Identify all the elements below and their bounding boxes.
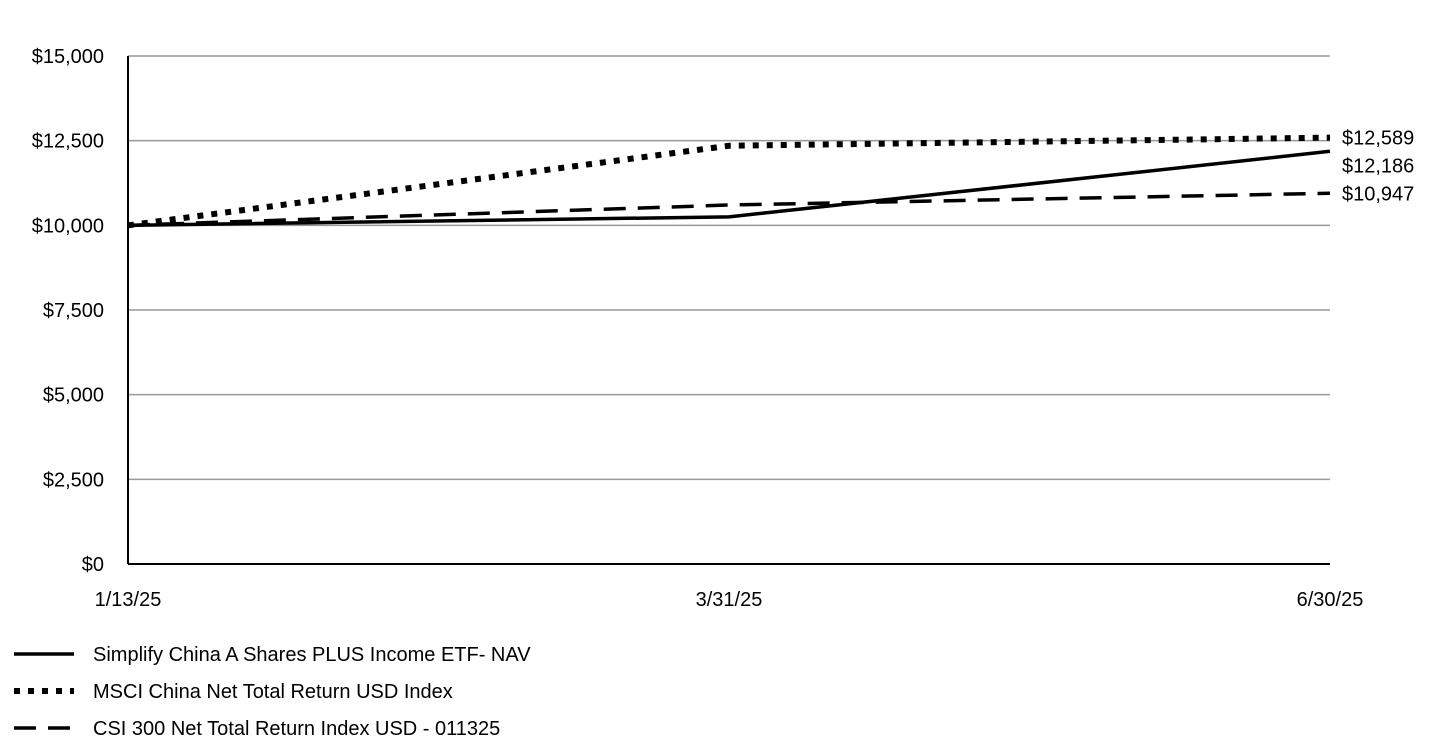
legend-label: Simplify China A Shares PLUS Income ETF-…: [93, 644, 531, 666]
y-tick-label: $0: [82, 554, 104, 576]
y-tick-label: $15,000: [32, 46, 104, 68]
y-tick-labels: $0 $2,500 $5,000 $7,500 $10,000 $12,500 $15,00…: [32, 46, 104, 576]
x-tick-label: 1/13/25: [95, 589, 162, 611]
legend-label: MSCI China Net Total Return USD Index: [93, 681, 453, 703]
series-line-solid: [127, 149, 1331, 228]
y-tick-label: $12,500: [32, 131, 104, 153]
end-value-label: $10,947: [1342, 184, 1414, 206]
axes: [127, 56, 1330, 565]
x-tick-label: 3/31/25: [696, 589, 763, 611]
series-lines: [127, 134, 1331, 229]
end-value-label: $12,186: [1342, 156, 1414, 178]
legend: Simplify China A Shares PLUS Income ETF-…: [14, 644, 531, 740]
series-line-dotted: [127, 134, 1331, 229]
x-tick-labels: 1/13/25 3/31/25 6/30/25: [95, 589, 1364, 611]
x-tick-label: 6/30/25: [1297, 589, 1364, 611]
y-tick-label: $7,500: [43, 300, 104, 322]
series-line-dashed: [127, 191, 1331, 228]
end-value-labels: $12,186 $12,589 $10,947: [1342, 128, 1414, 206]
y-tick-label: $5,000: [43, 385, 104, 407]
legend-label: CSI 300 Net Total Return Index USD - 011…: [93, 718, 500, 740]
end-value-label: $12,589: [1342, 128, 1414, 150]
y-tick-label: $10,000: [32, 215, 104, 237]
gridlines: [128, 55, 1330, 481]
y-tick-label: $2,500: [43, 469, 104, 491]
